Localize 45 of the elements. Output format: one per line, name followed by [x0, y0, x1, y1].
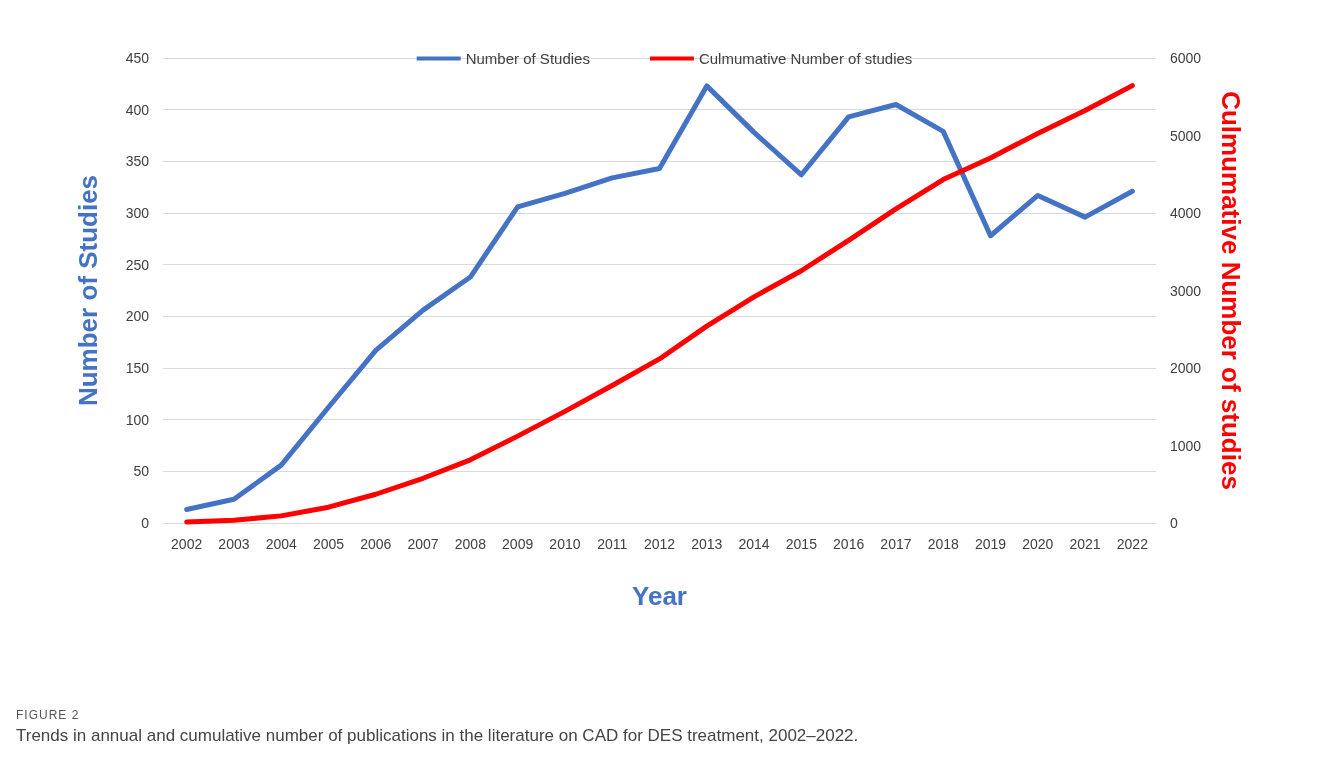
x-tick-label: 2021 — [1069, 536, 1101, 552]
x-tick-label: 2005 — [312, 536, 345, 552]
y-tick-label: 250 — [125, 256, 150, 273]
x-tick-label: 2020 — [1022, 536, 1054, 552]
y2-tick-label: 4000 — [1170, 205, 1202, 221]
x-axis-title: Year — [632, 581, 687, 611]
y2-tick-label: 6000 — [1170, 50, 1202, 66]
x-tick-label: 2010 — [549, 536, 581, 552]
y-tick-label: 350 — [125, 153, 150, 170]
x-tick-label: 2019 — [974, 536, 1007, 552]
x-tick-label: 2011 — [597, 536, 628, 552]
x-tick-label: 2018 — [927, 536, 959, 552]
y-tick-label: 150 — [125, 360, 150, 376]
x-tick-label: 2004 — [265, 536, 297, 552]
legend-label: Number of Studies — [465, 50, 590, 67]
y-tick-label: 200 — [125, 308, 150, 325]
x-tick-label: 2008 — [454, 536, 487, 552]
y2-tick-label: 5000 — [1170, 127, 1202, 144]
x-tick-label: 2003 — [218, 536, 250, 552]
text: Trends in annual and cumulative number of publications in the literature on CAD for DES treatment, 2002–2022. — [16, 726, 860, 746]
y2-axis-title: Culmumative Number of studies — [1216, 91, 1246, 490]
y-tick-label: 450 — [125, 50, 150, 66]
y2-tick-label: 0 — [1170, 515, 1178, 531]
x-tick-label: 2015 — [785, 536, 818, 552]
y-tick-label: 0 — [141, 515, 150, 531]
legend-label: Culmumative Number of studies — [698, 50, 913, 67]
x-tick-label: 2012 — [643, 536, 676, 552]
x-tick-label: 2016 — [833, 536, 865, 552]
x-tick-label: 2022 — [1116, 536, 1149, 552]
y-tick-label: 50 — [133, 463, 150, 480]
y2-tick-label: 3000 — [1170, 282, 1202, 299]
y-tick-label: 100 — [125, 411, 150, 428]
y-tick-label: 400 — [125, 101, 150, 118]
x-tick-label: 2007 — [407, 536, 439, 552]
x-tick-label: 2002 — [171, 536, 203, 552]
x-tick-label: 2013 — [691, 536, 723, 552]
x-tick-label: 2014 — [738, 536, 770, 552]
x-tick-label: 2009 — [502, 536, 534, 552]
x-tick-label: 2006 — [360, 536, 392, 552]
x-tick-label: 2017 — [880, 536, 912, 552]
y-tick-label: 300 — [125, 205, 150, 221]
y2-tick-label: 1000 — [1170, 437, 1202, 454]
y-axis-title: Number of Studies — [73, 174, 103, 407]
y2-tick-label: 2000 — [1170, 360, 1202, 376]
caption: FIGURE 2 — [16, 708, 81, 722]
